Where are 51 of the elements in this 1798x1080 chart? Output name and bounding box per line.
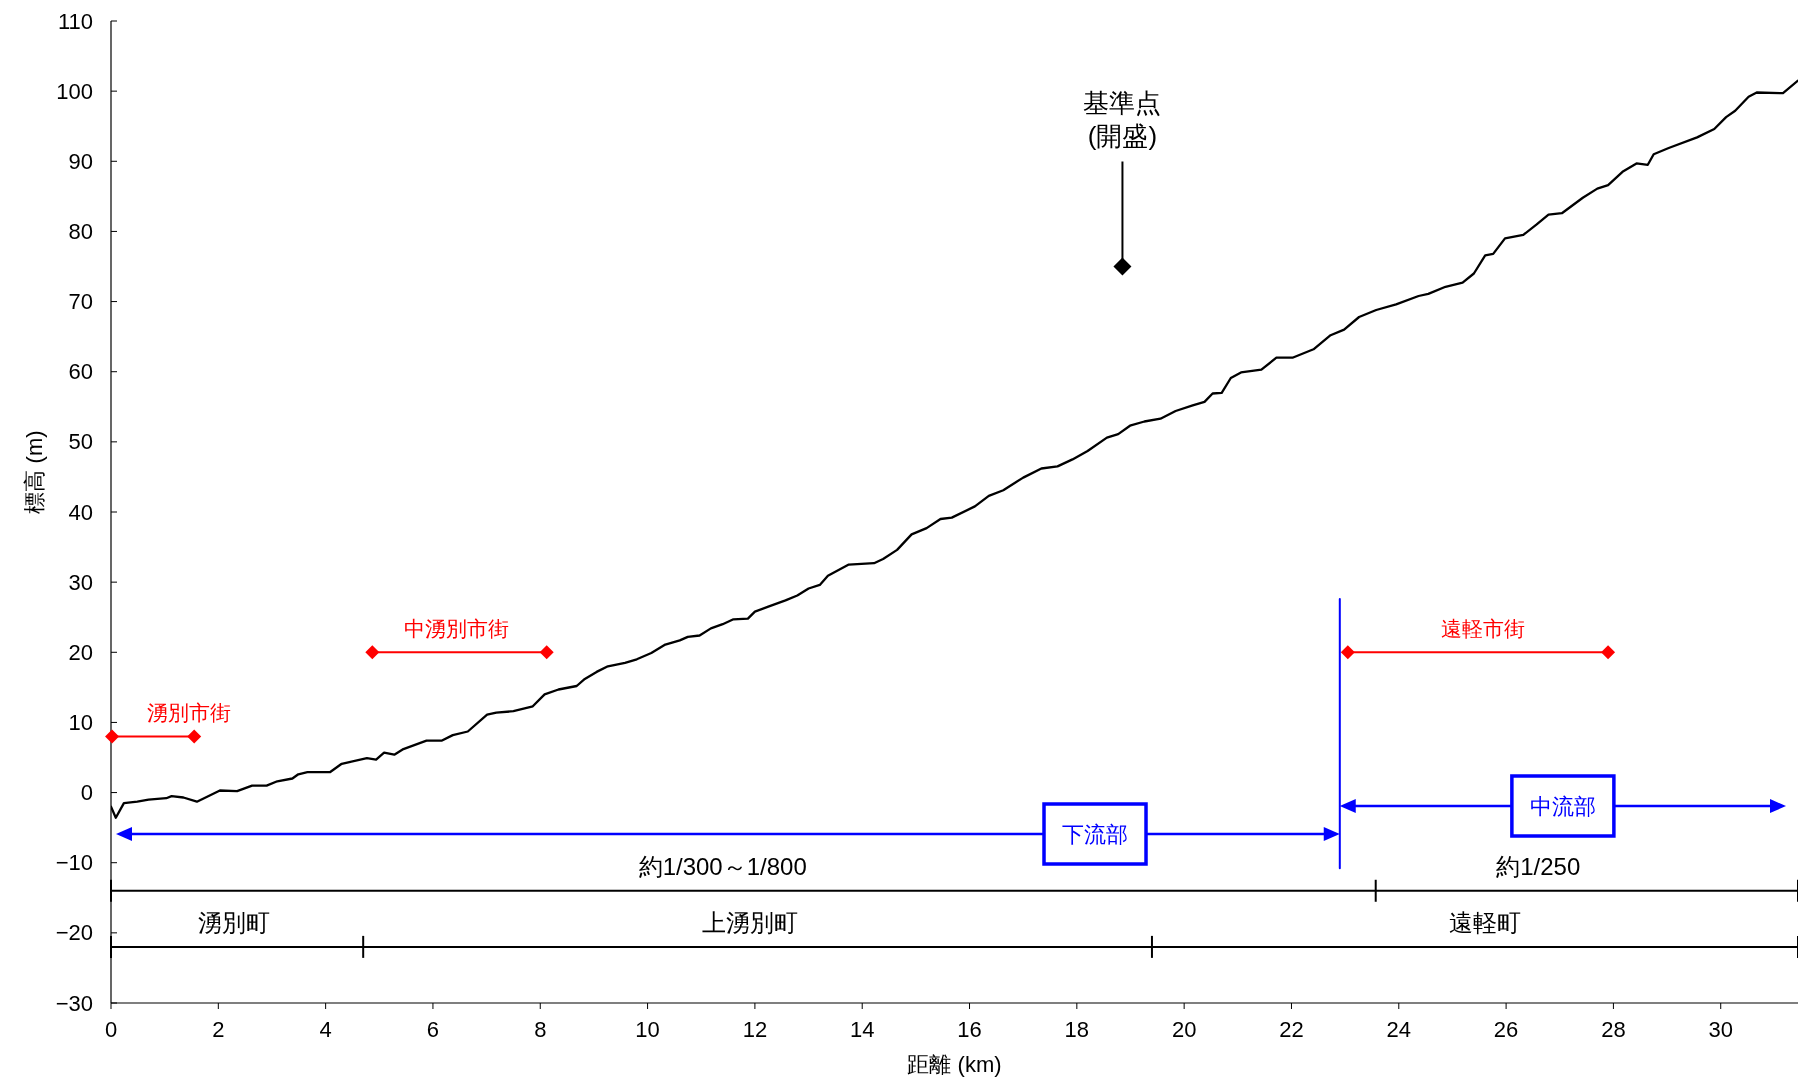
- x-tick-label: 28: [1601, 1017, 1626, 1042]
- point: [1601, 645, 1616, 660]
- y-tick-label: 90: [68, 148, 93, 174]
- annotation: 遠軽町: [1448, 909, 1521, 937]
- x-tick-label: 4: [319, 1017, 332, 1042]
- point: [105, 729, 120, 744]
- y-tick-label: 70: [68, 289, 93, 315]
- y-tick-label: 50: [68, 429, 93, 455]
- annotation: 基準点 (開盛): [1083, 87, 1162, 151]
- point: [1113, 257, 1132, 276]
- annotation: 約1/250: [1496, 853, 1581, 881]
- y-tick-label: 0: [80, 780, 93, 806]
- point: [539, 645, 554, 660]
- x-tick-label: 24: [1386, 1017, 1412, 1042]
- x-tick-label: 8: [534, 1017, 547, 1042]
- y-tick-label: 100: [56, 78, 93, 104]
- annotation: 上湧別町: [701, 909, 798, 937]
- x-tick-label: 18: [1064, 1017, 1090, 1042]
- annotation: 約1/300～1/800: [638, 853, 807, 881]
- x-tick-label: 0: [104, 1017, 118, 1042]
- x-tick-label: 14: [849, 1017, 875, 1042]
- y-tick-label: −30: [55, 990, 93, 1016]
- point: [365, 645, 380, 660]
- y-axis-title: 標高 (m): [21, 430, 47, 514]
- x-tick-label: 26: [1493, 1017, 1519, 1042]
- annotation: 中湧別市街: [404, 616, 510, 640]
- x-tick-label: 16: [957, 1017, 982, 1042]
- y-tick-label: 110: [57, 8, 93, 34]
- y-tick-label: 80: [68, 218, 93, 244]
- y-tick-label: 40: [68, 499, 93, 525]
- x-tick-label: 6: [426, 1017, 440, 1042]
- x-tick-label: 30: [1708, 1017, 1733, 1042]
- x-tick-label: 22: [1279, 1017, 1304, 1042]
- point: [1340, 645, 1355, 660]
- x-tick-label: 20: [1171, 1017, 1197, 1042]
- x-tick-label: 2: [212, 1017, 225, 1042]
- annotation: 下流部: [1062, 821, 1129, 847]
- y-tick-label: −20: [55, 920, 93, 946]
- annotation: 湧別町: [198, 909, 271, 937]
- y-tick-label: 20: [68, 639, 93, 665]
- x-tick-label: 10: [635, 1017, 660, 1042]
- annotation: 湧別市街: [146, 700, 231, 724]
- annotation: 遠軽市街: [1441, 616, 1526, 640]
- point: [187, 729, 202, 744]
- y-tick-label: −10: [55, 850, 93, 876]
- x-axis-title: 距離 (km): [907, 1052, 1002, 1077]
- annotation: 中流部: [1529, 793, 1596, 819]
- x-tick-label: 12: [742, 1017, 768, 1042]
- y-tick-label: 60: [68, 359, 93, 385]
- y-tick-label: 30: [68, 569, 93, 595]
- y-tick-label: 10: [68, 709, 93, 735]
